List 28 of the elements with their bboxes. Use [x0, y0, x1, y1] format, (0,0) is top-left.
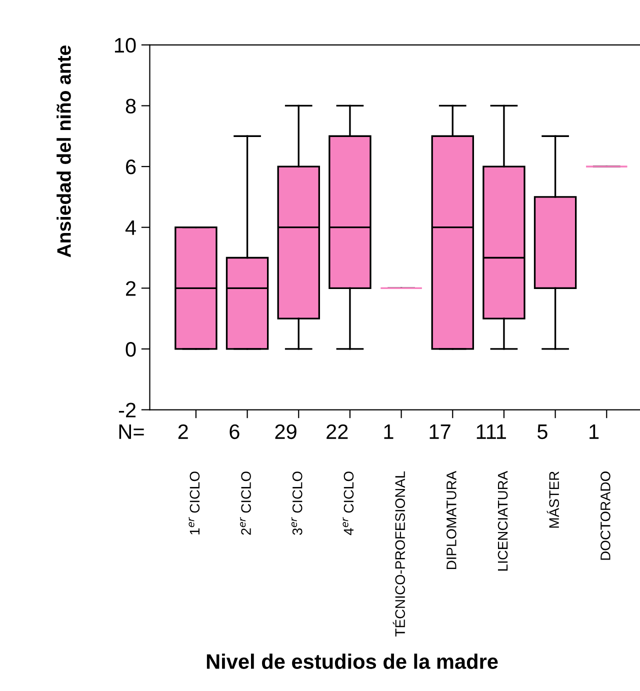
y-tick-label: 4: [125, 220, 136, 235]
x-tick-label: DIPLOMATURA: [446, 470, 456, 570]
text: 29: [275, 424, 296, 440]
y-tick-label: 2: [126, 281, 136, 296]
x-tick-label: TÉCNICO-PROFESIONAL: [392, 471, 406, 636]
x-tick-label: MÁSTER: [546, 472, 560, 528]
y-tick-label: 10: [114, 38, 136, 53]
text: 111: [476, 424, 506, 439]
x-tick-label: 2$^{er}$ CICLO: [240, 472, 251, 535]
text: N=: [119, 424, 144, 439]
y-tick-label: 6: [126, 160, 136, 174]
text: 1: [384, 424, 394, 439]
y-tick-label: -2: [118, 402, 136, 418]
x-tick-label: LICENCIATURA: [498, 470, 508, 571]
text: 22: [326, 424, 348, 439]
text: 5: [538, 424, 548, 440]
y-tick-label: 0: [126, 342, 136, 357]
x-tick-label: 4$^{er}$ CICLO: [342, 472, 354, 536]
x-tick-label: 3$^{er}$ CICLO: [291, 472, 302, 535]
text: 6: [230, 424, 240, 440]
y-axis-title: Ansiedad del niño ante: [56, 46, 71, 258]
y-tick-label: 8: [126, 98, 136, 114]
text: 2: [178, 424, 188, 439]
text: 17: [430, 424, 450, 439]
x-tick-label: 1$^{er}$ CICLO: [188, 472, 200, 534]
x-tick-label: DOCTORADO: [600, 472, 610, 560]
text: 1: [590, 424, 599, 439]
x-axis-title: Nivel de estudios de la madre: [206, 654, 498, 669]
